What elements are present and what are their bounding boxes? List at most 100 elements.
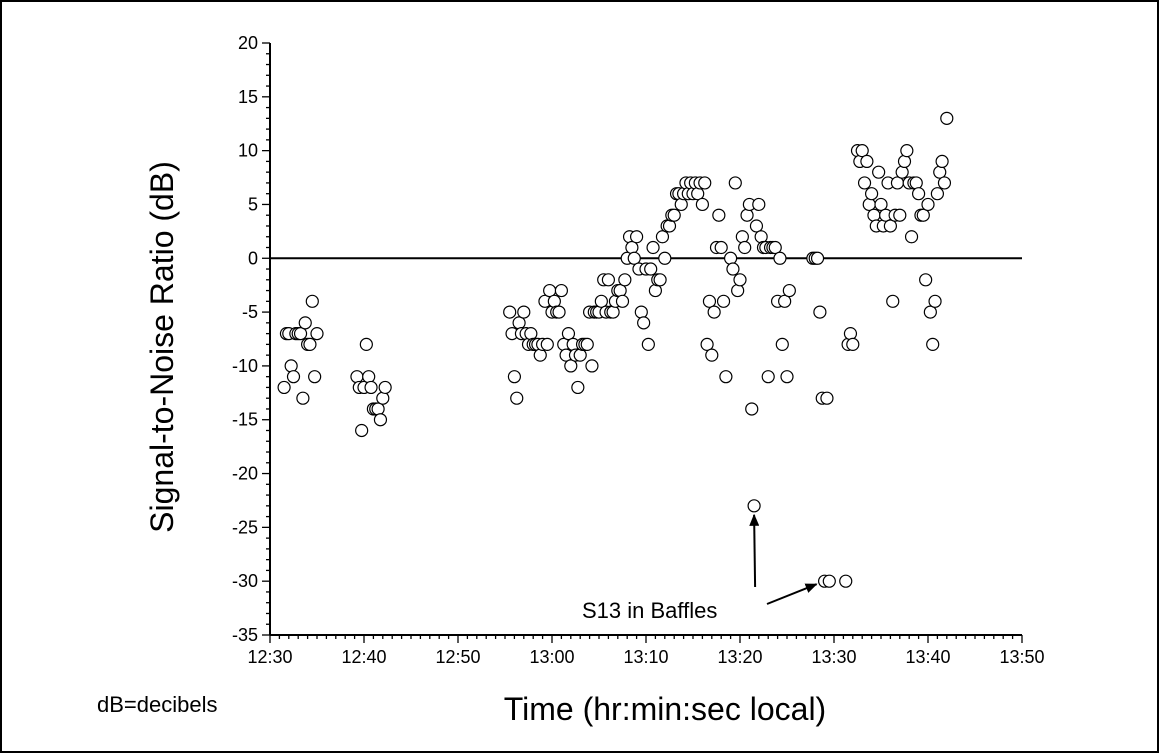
data-point (752, 197, 766, 212)
data-point (900, 144, 914, 158)
data-point (773, 251, 787, 265)
y-tick-label: -15 (232, 410, 258, 430)
annotation-label: S13 in Baffles (582, 598, 717, 623)
data-point (930, 187, 945, 201)
data-point (904, 230, 919, 244)
data-point (293, 327, 308, 341)
data-point (627, 251, 641, 265)
data-point (813, 305, 827, 319)
data-point (937, 176, 952, 190)
data-point (728, 176, 742, 190)
data-point (653, 273, 667, 287)
data-point (310, 327, 324, 341)
x-tick-label: 13:10 (623, 647, 668, 667)
data-point (895, 165, 909, 179)
x-tick-label: 12:40 (341, 647, 386, 667)
y-axis-title: Signal-to-Noise Ratio (dB) (144, 161, 180, 533)
data-point (561, 327, 576, 341)
data-point (782, 283, 796, 298)
y-tick-label: -30 (232, 571, 258, 591)
data-point (533, 348, 547, 362)
x-tick-label: 12:30 (247, 647, 292, 667)
x-tick-label: 13:30 (811, 647, 856, 667)
data-point (700, 337, 714, 351)
data-point (571, 380, 585, 395)
y-tick-label: 10 (238, 141, 258, 161)
data-point (277, 380, 291, 395)
data-point (919, 273, 933, 287)
data-point (554, 283, 569, 298)
data-point (637, 316, 651, 330)
data-point (286, 370, 301, 384)
data-point (923, 305, 937, 319)
annotation-arrow (749, 513, 760, 588)
data-point (940, 111, 954, 125)
data-point (707, 305, 721, 319)
data-point (733, 273, 747, 287)
data-point (745, 402, 759, 416)
data-point (886, 294, 900, 308)
y-tick-label: 20 (238, 33, 258, 53)
data-point (359, 337, 373, 351)
y-tick-label: 5 (248, 194, 258, 214)
x-tick-label: 13:50 (999, 647, 1044, 667)
data-point (768, 240, 782, 255)
x-tick-label: 13:40 (905, 647, 950, 667)
footnote: dB=decibels (97, 692, 217, 717)
x-tick-label: 13:20 (717, 647, 762, 667)
data-point (735, 230, 749, 244)
data-point (702, 294, 717, 308)
data-point (373, 413, 388, 427)
data-point (510, 391, 524, 405)
y-tick-label: -35 (232, 625, 258, 645)
data-point (517, 305, 531, 319)
data-point (867, 208, 881, 222)
data-point (864, 187, 879, 201)
data-point (855, 144, 869, 158)
data-point (298, 316, 312, 330)
y-tick-label: -5 (242, 302, 258, 322)
data-point (634, 305, 648, 319)
data-point (585, 359, 599, 373)
data-point (655, 230, 670, 244)
data-point (911, 187, 926, 201)
data-point (658, 251, 672, 265)
data-point (362, 370, 376, 384)
data-point (738, 240, 752, 255)
data-point (350, 370, 364, 384)
data-point (909, 176, 923, 190)
data-points (277, 111, 954, 588)
data-point (305, 294, 319, 308)
data-point (810, 251, 825, 265)
y-tick-label: 15 (238, 87, 258, 107)
data-point (564, 359, 578, 373)
data-point (503, 305, 517, 319)
data-point (695, 197, 710, 212)
data-point (712, 208, 726, 222)
x-tick-label: 12:50 (435, 647, 480, 667)
data-point (874, 197, 888, 212)
y-tick-label: -10 (232, 356, 258, 376)
data-point (303, 337, 317, 351)
data-point (667, 208, 681, 222)
data-point (714, 240, 728, 255)
data-point (843, 327, 858, 341)
data-point (822, 574, 836, 588)
data-point (296, 391, 310, 405)
data-point (761, 370, 775, 384)
data-point (872, 165, 886, 179)
data-point (606, 305, 620, 319)
data-point (820, 391, 834, 405)
y-tick-label: 0 (248, 248, 258, 268)
data-point (893, 208, 907, 222)
data-point (355, 423, 369, 438)
data-point (897, 154, 912, 168)
data-point (641, 337, 655, 351)
data-point (507, 370, 522, 384)
data-point (308, 370, 322, 384)
data-point (726, 262, 740, 276)
axes: -35 -30 -25 -20 -15 -10 -5 0 5 10 15 20 12:30 12:40 12… (232, 33, 1045, 667)
data-point (646, 240, 660, 255)
